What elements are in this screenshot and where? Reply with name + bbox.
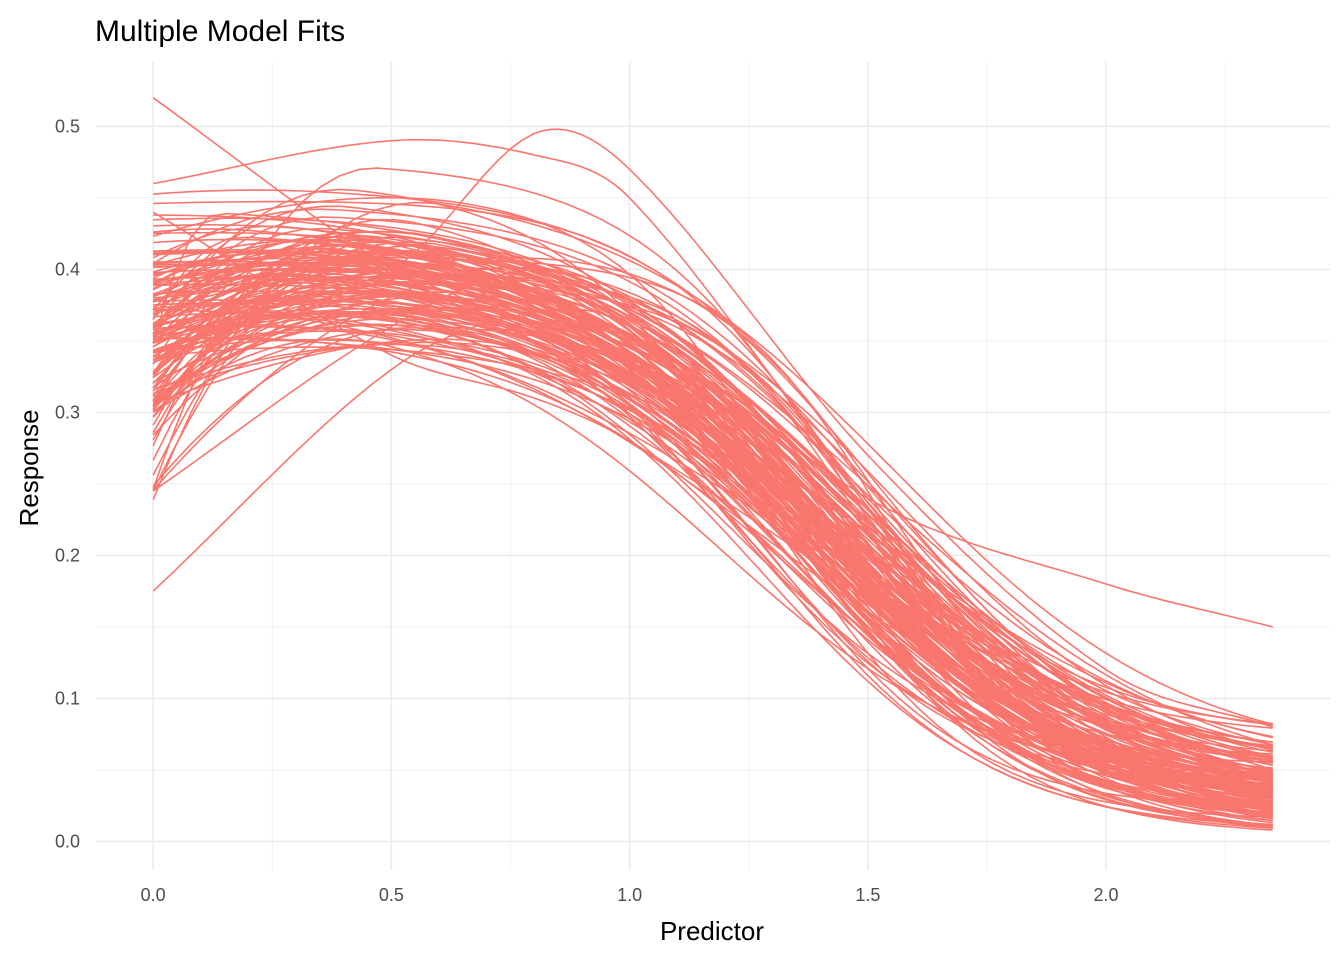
- y-tick-label: 0.3: [55, 402, 80, 422]
- fit-line: [152, 330, 1273, 750]
- fit-line: [152, 328, 1273, 809]
- fit-line-series: [152, 268, 1273, 628]
- fit-line-series: [152, 211, 1273, 814]
- fit-line-series: [153, 138, 1274, 800]
- chart-title: Multiple Model Fits: [95, 15, 345, 48]
- lines-layer: [152, 97, 1274, 831]
- fit-line: [152, 167, 1273, 795]
- fit-line: [152, 244, 1273, 744]
- fit-line: [152, 291, 1273, 747]
- fit-line: [152, 290, 1273, 769]
- fit-line: [152, 267, 1273, 763]
- y-tick-label: 0.0: [55, 831, 80, 851]
- fit-line: [152, 286, 1273, 775]
- fit-line: [152, 262, 1273, 831]
- x-tick-label: 2.0: [1094, 885, 1119, 905]
- y-tick-label: 0.5: [55, 116, 80, 136]
- fit-line: [152, 205, 1273, 789]
- fit-line: [152, 227, 1273, 816]
- fit-line: [153, 346, 1273, 759]
- fit-line: [152, 274, 1273, 792]
- fit-line: [152, 250, 1273, 751]
- fit-line: [152, 256, 1273, 795]
- x-axis-title: Predictor: [660, 916, 764, 946]
- ticks-layer: 0.0 0.5 1.0 1.5 2.0 0.0 0.1 0.2 0.3 0.4 0.5: [55, 116, 1119, 905]
- x-tick-label: 1.0: [617, 885, 642, 905]
- x-tick-label: 0.0: [141, 885, 166, 905]
- x-tick-label: 0.5: [379, 885, 404, 905]
- fit-line: [152, 341, 1273, 785]
- fit-line: [152, 283, 1273, 810]
- fit-line: [153, 276, 1273, 757]
- y-axis-title: Response: [14, 409, 44, 526]
- y-tick-label: 0.1: [55, 688, 80, 708]
- fit-line: [152, 257, 1273, 796]
- fit-line-series: [153, 128, 1274, 728]
- x-tick-label: 1.5: [855, 885, 880, 905]
- y-tick-label: 0.4: [55, 259, 80, 279]
- fit-line: [152, 310, 1273, 815]
- fit-line: [152, 312, 1273, 811]
- fit-line: [153, 260, 1273, 752]
- fit-line: [152, 271, 1273, 764]
- fit-line: [153, 217, 1273, 726]
- y-tick-label: 0.2: [55, 545, 80, 565]
- fit-line: [152, 277, 1273, 791]
- fit-line: [153, 302, 1273, 826]
- fit-line: [152, 293, 1273, 760]
- fit-line: [152, 306, 1273, 822]
- fit-line: [152, 269, 1273, 780]
- fit-line: [153, 262, 1273, 773]
